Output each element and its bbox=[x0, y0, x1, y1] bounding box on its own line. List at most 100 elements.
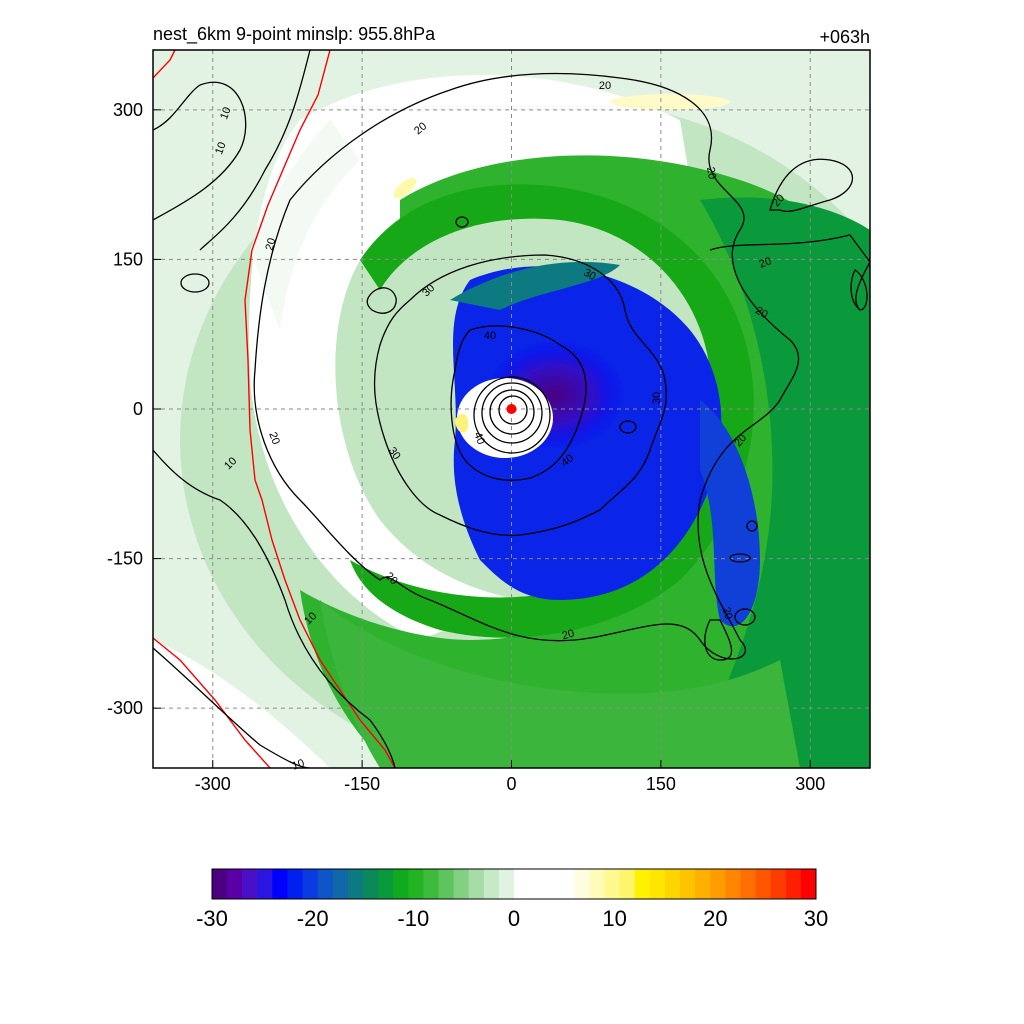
colorbar-swatch bbox=[604, 869, 621, 899]
colorbar-swatch bbox=[408, 869, 424, 899]
colorbar-swatch bbox=[378, 869, 394, 899]
colorbar-swatch bbox=[242, 869, 258, 899]
contour-10-north bbox=[199, 50, 311, 251]
colorbar-swatch bbox=[317, 869, 334, 899]
contour-label: 20 bbox=[266, 431, 281, 447]
field-white-band bbox=[153, 640, 330, 768]
x-tick-label: -150 bbox=[344, 774, 380, 794]
contour-small-3 bbox=[619, 420, 637, 434]
x-tick-label: 0 bbox=[506, 774, 516, 794]
field-eye bbox=[457, 378, 553, 458]
colorbar-swatch bbox=[302, 869, 319, 899]
contour-label: 20 bbox=[599, 80, 611, 92]
contour-label: 20 bbox=[753, 305, 770, 322]
plot-frame bbox=[152, 49, 871, 769]
contour-label: 10 bbox=[291, 757, 307, 772]
contours bbox=[153, 50, 870, 768]
colorbar-swatch bbox=[770, 869, 787, 899]
contour-inner-1 bbox=[473, 376, 551, 454]
contour-20-e bbox=[709, 234, 870, 311]
colorbar-tick-label: 0 bbox=[508, 906, 520, 931]
contour-10-sw bbox=[153, 449, 396, 768]
colorbar-swatch bbox=[332, 869, 349, 899]
contour-label: 20 bbox=[264, 237, 279, 252]
y-tick-label: 150 bbox=[113, 249, 143, 269]
field-green-south bbox=[320, 600, 800, 768]
contour-label: 20 bbox=[704, 166, 718, 180]
plot-area bbox=[153, 50, 870, 768]
colorbar-tick-label: 30 bbox=[804, 906, 828, 931]
colorbar-swatch bbox=[272, 869, 288, 899]
colorbar-swatch bbox=[212, 869, 228, 899]
colorbar-swatch bbox=[755, 869, 772, 899]
colorbar-swatch bbox=[438, 869, 455, 899]
contour-small-4 bbox=[746, 520, 758, 532]
contour-label: 30 bbox=[651, 392, 663, 404]
colorbar-tick-label: -30 bbox=[196, 906, 228, 931]
colorbar-swatch bbox=[529, 869, 545, 899]
field-yellow-patch-2 bbox=[393, 177, 417, 199]
colorbar: -30 -20 -10 0 10 20 30 bbox=[196, 868, 828, 931]
red-boundaries bbox=[153, 50, 396, 768]
contour-20-outer bbox=[253, 72, 800, 660]
colorbar-swatch bbox=[559, 869, 575, 899]
x-tick-label: -300 bbox=[195, 774, 231, 794]
colorbar-swatch bbox=[649, 869, 666, 899]
contour-10-west bbox=[153, 81, 247, 221]
colorbar-swatch bbox=[665, 869, 681, 899]
y-tick-label: 300 bbox=[113, 100, 143, 120]
field-blue-east bbox=[700, 400, 760, 627]
colorbar-tick-label: 10 bbox=[602, 906, 626, 931]
storm-center-marker bbox=[506, 404, 517, 414]
colorbar-swatch bbox=[514, 869, 530, 899]
colorbar-frame bbox=[211, 868, 817, 900]
field-teal bbox=[450, 261, 620, 310]
contour-label: 10 bbox=[218, 106, 233, 122]
y-tick-label: -300 bbox=[107, 698, 143, 718]
field-white-band-upper bbox=[250, 120, 360, 330]
x-tick-label: 300 bbox=[795, 774, 825, 794]
colorbar-swatch bbox=[287, 869, 304, 899]
y-tick-label: 0 bbox=[133, 399, 143, 419]
contour-20-east-lobe bbox=[850, 269, 868, 311]
y-tick-label: -150 bbox=[107, 549, 143, 569]
contour-label: 30 bbox=[581, 267, 598, 284]
field-yellow-patch bbox=[610, 94, 730, 110]
contour-small-5 bbox=[729, 553, 751, 563]
colorbar-swatch bbox=[393, 869, 409, 899]
colorbar-swatch bbox=[498, 869, 515, 899]
contour-label: 40 bbox=[484, 330, 496, 342]
field-eye-yellow bbox=[455, 413, 469, 433]
colorbar-swatch bbox=[680, 869, 696, 899]
contour-inner-4 bbox=[498, 395, 528, 425]
colorbar-swatch bbox=[710, 869, 726, 899]
colorbar-tick-label: 20 bbox=[703, 906, 727, 931]
field-white-ring bbox=[249, 75, 691, 640]
colorbar-swatch bbox=[785, 869, 802, 899]
contour-label: 30 bbox=[386, 445, 403, 462]
colorbar-swatch bbox=[363, 869, 379, 899]
contour-label: 10 bbox=[213, 141, 228, 157]
contour-20-ne bbox=[769, 158, 854, 212]
contour-small-6 bbox=[734, 608, 756, 626]
red-coast-line bbox=[153, 637, 271, 768]
contour-label: 20 bbox=[561, 628, 576, 643]
colorbar-swatch bbox=[695, 869, 711, 899]
forecast-hour-label: +063h bbox=[819, 27, 870, 47]
contour-inner-3 bbox=[489, 389, 535, 435]
grid-lines: -300 -150 0 150 300 300 150 0 -150 -300 bbox=[107, 50, 870, 794]
red-boundary-line bbox=[153, 50, 396, 768]
colorbar-swatch bbox=[453, 869, 470, 899]
contour-label: 20 bbox=[758, 255, 774, 270]
contour-inner-2 bbox=[481, 382, 543, 444]
colorbar-swatch bbox=[347, 869, 364, 899]
contour-small-1 bbox=[455, 216, 469, 228]
contour-40 bbox=[450, 325, 587, 481]
field-dark-green bbox=[690, 197, 870, 768]
field-mid-green bbox=[350, 184, 754, 638]
colorbar-swatch bbox=[257, 869, 273, 899]
contour-30-bump bbox=[366, 287, 397, 314]
contour-30 bbox=[373, 254, 667, 537]
